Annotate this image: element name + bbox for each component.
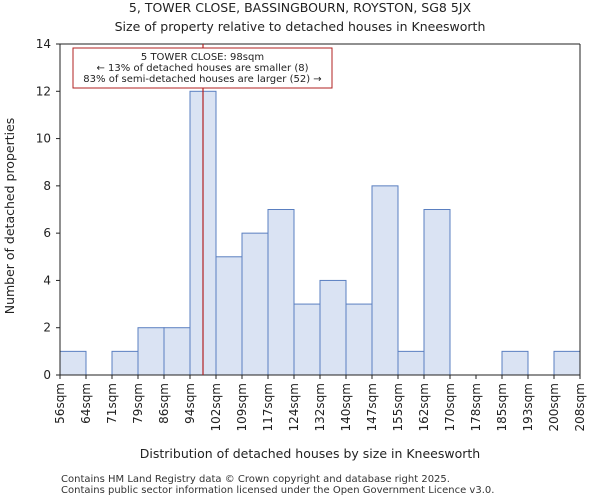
- x-axis-label: Distribution of detached houses by size …: [140, 446, 480, 461]
- x-tick-label: 86sqm: [157, 383, 171, 424]
- x-tick-label: 56sqm: [53, 383, 67, 424]
- x-tick-label: 117sqm: [261, 383, 275, 431]
- footer-line-1: Contains HM Land Registry data © Crown c…: [61, 474, 450, 485]
- x-tick-label: 208sqm: [573, 383, 587, 431]
- y-tick-label: 6: [43, 226, 51, 240]
- annotation-line-1: 5 TOWER CLOSE: 98sqm: [141, 52, 264, 63]
- x-axis-ticks: 56sqm 64sqm 71sqm 79sqm 86sqm 94sqm 102sqm 109s…: [53, 375, 587, 431]
- x-tick-label: 155sqm: [391, 383, 405, 431]
- x-tick-label: 71sqm: [105, 383, 119, 424]
- bar-147sqm: [371, 185, 399, 376]
- x-tick-label: 170sqm: [443, 383, 457, 431]
- bar-132sqm: [319, 279, 347, 376]
- x-tick-label: 185sqm: [495, 383, 509, 431]
- x-tick-label: 94sqm: [183, 383, 197, 424]
- bar-117sqm: [267, 209, 295, 376]
- bar-56sqm: [59, 350, 87, 376]
- histogram-chart: 5, TOWER CLOSE, BASSINGBOURN, ROYSTON, S…: [2, 0, 587, 461]
- x-tick-label: 124sqm: [287, 383, 301, 431]
- x-tick-label: 162sqm: [417, 383, 431, 431]
- y-axis-label: Number of detached properties: [2, 118, 17, 315]
- bar-185sqm: [501, 350, 529, 376]
- bar-102sqm: [215, 256, 243, 376]
- x-tick-label: 140sqm: [339, 383, 353, 431]
- x-tick-label: 102sqm: [209, 383, 223, 431]
- x-tick-label: 64sqm: [79, 383, 93, 424]
- bar-86sqm: [163, 327, 191, 376]
- x-tick-label: 193sqm: [521, 383, 535, 431]
- bar-162sqm: [423, 209, 451, 376]
- bars-group: [59, 90, 581, 376]
- annotation-box: [72, 47, 333, 89]
- x-tick-label: 178sqm: [469, 383, 483, 431]
- chart-subtitle: Size of property relative to detached ho…: [115, 19, 486, 34]
- y-tick-label: 10: [36, 132, 51, 146]
- bar-200sqm: [553, 350, 581, 376]
- y-tick-label: 0: [43, 368, 51, 382]
- y-tick-label: 4: [43, 273, 51, 287]
- x-tick-label: 147sqm: [365, 383, 379, 431]
- bar-140sqm: [345, 303, 373, 376]
- x-tick-label: 132sqm: [313, 383, 327, 431]
- annotation-line-2: ← 13% of detached houses are smaller (8): [97, 63, 309, 74]
- chart-title: 5, TOWER CLOSE, BASSINGBOURN, ROYSTON, S…: [129, 0, 472, 15]
- annotation-line-3: 83% of semi-detached houses are larger (…: [83, 74, 321, 85]
- bar-109sqm: [241, 232, 269, 376]
- x-tick-label: 79sqm: [131, 383, 145, 424]
- bar-124sqm: [293, 303, 321, 376]
- y-axis-ticks: 0 2 4 6 8 10 12 14: [36, 37, 60, 382]
- y-tick-label: 12: [36, 84, 51, 98]
- x-tick-label: 200sqm: [547, 383, 561, 431]
- bar-71sqm: [111, 350, 139, 376]
- footer-line-2: Contains public sector information licen…: [61, 485, 495, 496]
- y-tick-label: 2: [43, 321, 51, 335]
- y-tick-label: 8: [43, 179, 51, 193]
- bar-155sqm: [397, 350, 425, 376]
- bar-79sqm: [137, 327, 165, 376]
- y-tick-label: 14: [36, 37, 51, 51]
- x-tick-label: 109sqm: [235, 383, 249, 431]
